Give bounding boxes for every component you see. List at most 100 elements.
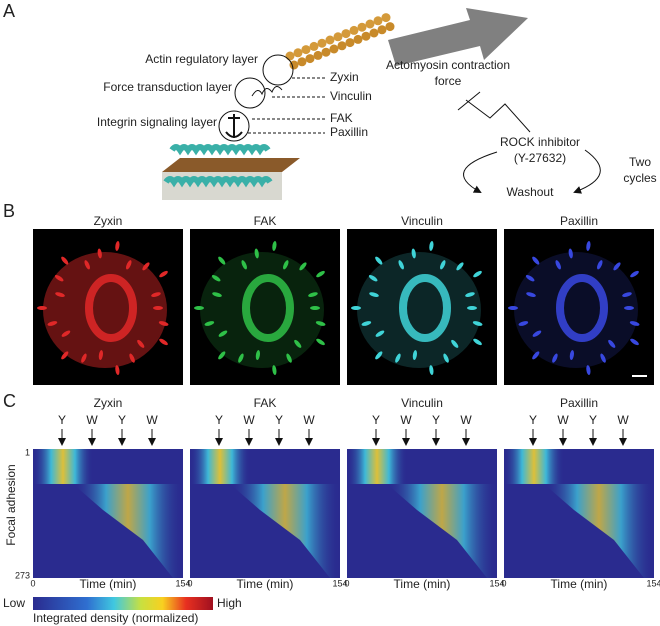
adhesion: [272, 240, 277, 251]
bead: [325, 35, 335, 45]
cell: [43, 252, 167, 368]
adhesion: [142, 262, 150, 271]
heatmap-top: [190, 449, 250, 484]
adhesion: [272, 365, 277, 376]
protein-label: FAK: [330, 111, 353, 125]
adhesion: [629, 321, 640, 326]
adhesion: [212, 292, 222, 298]
adhesion: [299, 262, 307, 271]
bead: [381, 13, 391, 23]
image-title: Vinculin: [401, 214, 443, 228]
layer-label: Actin regulatory layer: [145, 52, 258, 66]
heatmap-top: [33, 449, 93, 484]
x-axis-label: Time (min): [551, 577, 608, 591]
cycles-label: cycles: [623, 171, 656, 185]
inhibitor-label: (Y-27632): [514, 151, 566, 165]
cycles-label: Two: [629, 155, 651, 169]
adhesion: [286, 353, 292, 363]
adhesion: [84, 260, 90, 270]
colorbar-label: Integrated density (normalized): [33, 611, 198, 625]
treatment-marker: W: [557, 413, 569, 427]
bead: [365, 19, 375, 29]
heatmap-title: Paxillin: [560, 396, 598, 410]
adhesion: [308, 292, 318, 297]
adhesion: [61, 330, 71, 337]
adhesion: [586, 240, 591, 251]
adhesion: [552, 353, 558, 363]
bead: [285, 51, 295, 61]
substrate: [162, 158, 300, 172]
protein-label: Paxillin: [330, 125, 368, 139]
adhesion: [218, 351, 226, 360]
adhesion: [129, 353, 135, 363]
bead: [369, 28, 379, 38]
x-start: 0: [344, 578, 349, 588]
treatment-marker: W: [303, 413, 315, 427]
adhesion: [395, 353, 401, 363]
cycle-arrow: [463, 151, 498, 193]
bead: [333, 32, 343, 42]
adhesion: [37, 306, 47, 311]
protein-label: Zyxin: [330, 70, 359, 84]
adhesion: [283, 260, 289, 270]
adhesion: [555, 260, 561, 270]
adhesion: [238, 353, 244, 363]
x-axis-label: Time (min): [237, 577, 294, 591]
treatment-marker: Y: [372, 413, 380, 427]
adhesion: [630, 270, 639, 278]
adhesion: [375, 351, 383, 360]
treatment-marker: Y: [589, 413, 597, 427]
adhesion: [622, 292, 632, 297]
adhesion: [54, 275, 64, 282]
bead: [297, 57, 307, 67]
treatment-marker: W: [400, 413, 412, 427]
heatmap-band: [544, 484, 654, 578]
bead: [293, 48, 303, 58]
adhesion: [443, 353, 449, 363]
adhesion: [613, 262, 621, 271]
bead: [377, 25, 387, 35]
bead: [321, 47, 331, 57]
adhesion: [525, 275, 535, 282]
protein-label: Vinculin: [330, 89, 372, 103]
heatmap-band: [73, 484, 183, 578]
actin-filament: [285, 13, 395, 70]
spring: [251, 86, 283, 97]
treatment-marker: W: [617, 413, 629, 427]
bead: [309, 41, 319, 51]
leader-lines: [248, 77, 325, 134]
heatmap-top: [347, 449, 407, 484]
adhesion: [440, 260, 446, 270]
y-axis-label: Focal adhesion: [4, 464, 18, 545]
cell: [200, 252, 324, 368]
bead: [329, 44, 339, 54]
adhesion: [518, 321, 529, 326]
adhesion: [451, 339, 459, 348]
adhesion: [47, 321, 58, 326]
treatment-marker: Y: [432, 413, 440, 427]
adhesion: [398, 260, 404, 270]
bead: [337, 41, 347, 51]
layer-label: Integrin signaling layer: [97, 115, 217, 129]
adhesion: [600, 353, 606, 363]
colorbar-low: Low: [3, 596, 25, 610]
x-axis-label: Time (min): [80, 577, 137, 591]
adhesion: [508, 306, 518, 311]
panel-label: A: [3, 1, 15, 21]
nucleus-ring: [85, 274, 137, 342]
adhesion: [97, 248, 102, 259]
adhesion: [81, 353, 87, 363]
heatmap-title: FAK: [254, 396, 277, 410]
adhesion: [456, 262, 464, 271]
adhesion: [361, 321, 372, 326]
force-label: force: [435, 74, 462, 88]
bead: [349, 25, 359, 35]
anchor: [225, 114, 243, 138]
adhesion: [211, 275, 221, 282]
adhesion: [608, 339, 616, 348]
adhesion: [473, 338, 482, 346]
adhesion: [115, 365, 120, 376]
adhesion: [310, 306, 320, 310]
heatmap-band: [230, 484, 340, 578]
